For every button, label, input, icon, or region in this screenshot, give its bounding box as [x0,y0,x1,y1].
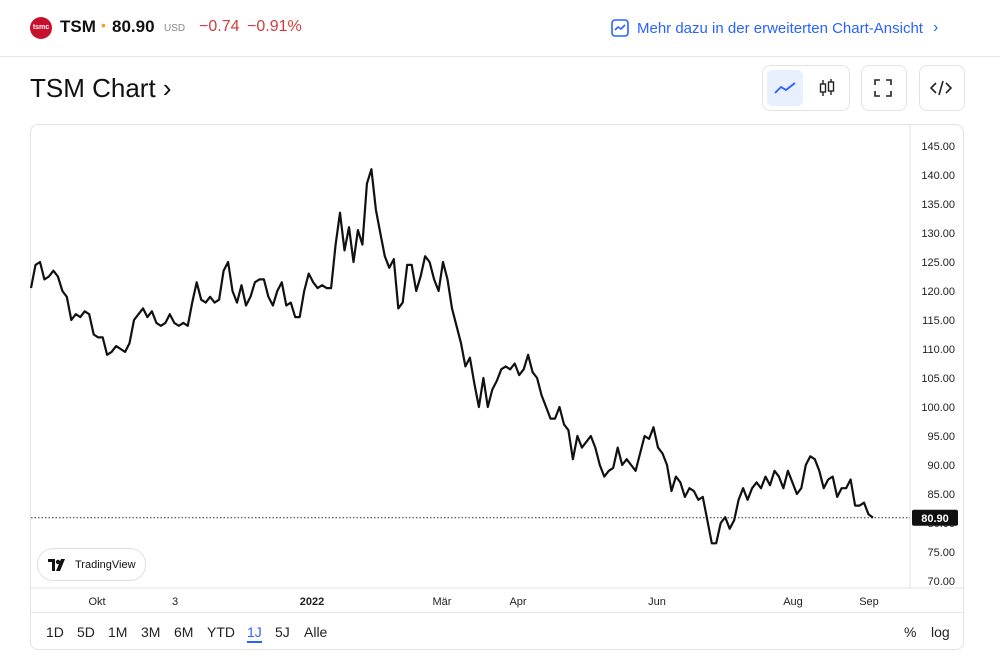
range-alle[interactable]: Alle [304,624,328,640]
range-5d[interactable]: 5D [77,624,95,640]
candlestick-icon [819,79,835,96]
chevron-right-icon: › [932,19,939,36]
ticker-symbol[interactable]: TSM [60,17,96,36]
y-tick-label: 125.00 [921,257,955,269]
candlestick-button[interactable] [809,70,845,106]
embed-code-icon [930,80,952,96]
price-change: −0.74 [199,18,240,35]
y-tick-label: 120.00 [921,286,955,298]
tradingview-logo-icon [48,558,65,571]
last-price: 80.90 [112,17,155,36]
range-1d[interactable]: 1D [46,624,64,640]
quote-header: tsmc TSM • 80.90 USD −0.74 −0.91% Mehr d… [0,0,1000,57]
advanced-chart-link[interactable]: Mehr dazu in der erweiterten Chart-Ansic… [611,17,938,39]
x-tick-label: Aug [783,596,803,608]
x-tick-label: Okt [88,596,105,608]
range-3m[interactable]: 3M [141,624,161,640]
range-1j[interactable]: 1J [247,624,262,643]
scale-percent[interactable]: % [904,624,917,640]
x-tick-label: Mär [433,596,452,608]
range-ytd[interactable]: YTD [207,624,235,640]
range-separator [30,612,964,613]
y-tick-label: 130.00 [921,228,955,240]
y-tick-label: 95.00 [927,431,955,443]
y-tick-label: 110.00 [922,344,955,356]
y-tick-label: 115.00 [922,315,955,327]
last-price-tag [912,509,958,526]
price-change-percent: −0.91% [247,18,302,35]
x-tick-label: Jun [648,596,666,608]
fullscreen-icon [874,79,892,97]
scale-log[interactable]: log [931,624,950,640]
chart-type-toggle [762,65,850,111]
fullscreen-button[interactable] [865,70,901,106]
line-chart-button[interactable] [767,70,803,106]
chart-title[interactable]: TSM Chart › [30,73,172,103]
y-tick-label: 85.00 [927,489,955,501]
x-tick-label: Apr [509,596,526,608]
fullscreen-box [861,65,907,111]
range-5j[interactable]: 5J [275,624,290,640]
x-tick-label: 3 [172,596,178,608]
embed-button[interactable] [923,70,959,106]
tradingview-label: TradingView [75,558,136,571]
price-series-line [29,168,874,545]
x-tick-label: Sep [859,596,879,608]
advanced-chart-label: Mehr dazu in der erweiterten Chart-Ansic… [637,19,923,37]
range-6m[interactable]: 6M [174,624,194,640]
market-status-dot: • [101,17,106,33]
chart-panel [30,124,964,650]
y-tick-label: 135.00 [921,199,955,211]
y-tick-label: 100.00 [921,402,955,414]
company-logo: tsmc [30,17,52,39]
line-chart-icon [774,82,796,94]
x-tick-label: 2022 [300,596,324,608]
chart-icon [611,19,629,37]
y-tick-label: 75.00 [927,547,955,559]
embed-box [919,65,965,111]
y-tick-label: 70.00 [927,576,955,588]
y-tick-label: 145.00 [921,141,955,153]
y-tick-label: 90.00 [927,460,955,472]
range-1m[interactable]: 1M [108,624,128,640]
tradingview-badge[interactable]: TradingView [37,548,146,581]
currency-label: USD [164,23,186,34]
last-price-label: 80.90 [921,513,949,525]
y-tick-label: 105.00 [921,373,955,385]
y-tick-label: 140.00 [921,170,955,182]
